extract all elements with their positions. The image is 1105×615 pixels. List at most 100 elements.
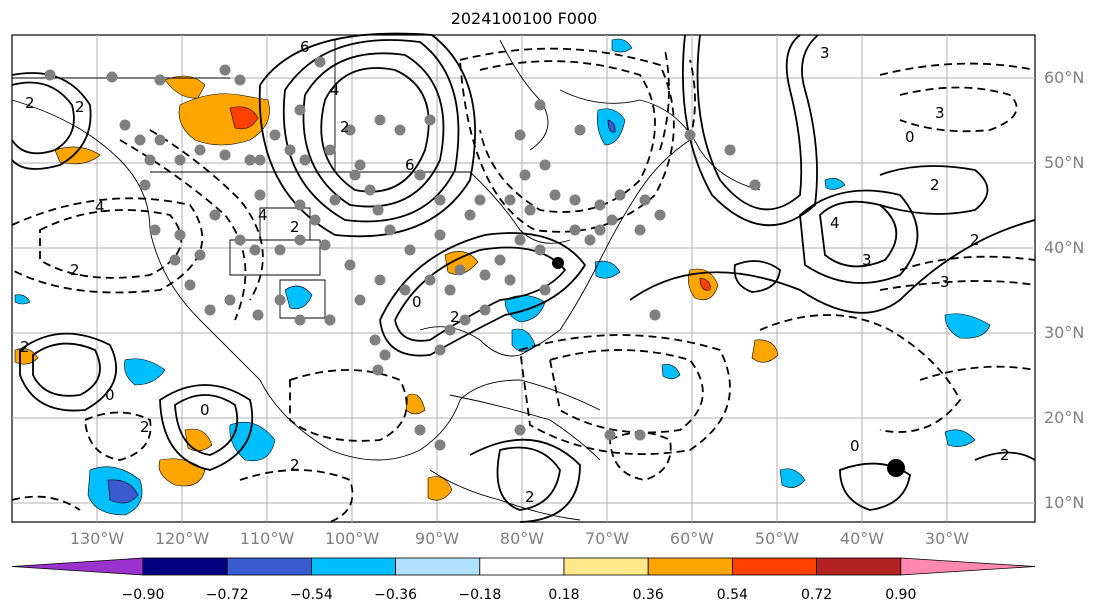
contour-label: 2 bbox=[140, 418, 150, 436]
station-dot bbox=[119, 119, 131, 131]
colorbar-tick: 0.18 bbox=[548, 587, 580, 603]
colorbar-tick: 0.36 bbox=[632, 587, 664, 603]
station-dot bbox=[369, 334, 381, 346]
station-dot bbox=[209, 209, 221, 221]
contour-label: 2 bbox=[290, 218, 300, 236]
station-dot bbox=[569, 224, 581, 236]
strong-negative-patch bbox=[607, 119, 616, 133]
station-dot bbox=[414, 424, 426, 436]
contour-label: 4 bbox=[830, 214, 840, 232]
station-dot bbox=[606, 214, 618, 226]
station-dot bbox=[574, 124, 586, 136]
station-dot bbox=[504, 274, 516, 286]
station-dot bbox=[444, 284, 456, 296]
station-dot bbox=[254, 189, 266, 201]
station-dot bbox=[444, 324, 456, 336]
station-dot bbox=[749, 179, 761, 191]
positive-patch bbox=[444, 250, 479, 275]
station-dot bbox=[169, 254, 181, 266]
station-dot bbox=[219, 149, 231, 161]
negative-patch bbox=[14, 294, 31, 305]
contour-label: 0 bbox=[200, 401, 210, 419]
negative-patch bbox=[779, 468, 806, 488]
colorbar-segment bbox=[647, 557, 733, 576]
station-dot bbox=[314, 56, 326, 68]
station-dot bbox=[494, 254, 506, 266]
station-dot bbox=[324, 144, 336, 156]
station-dot bbox=[434, 194, 446, 206]
positive-patch bbox=[405, 393, 426, 415]
colorbar-tick: 0.54 bbox=[716, 587, 748, 603]
negative-patch bbox=[944, 313, 991, 339]
station-dot bbox=[234, 234, 246, 246]
station-dot bbox=[269, 129, 281, 141]
station-dot bbox=[639, 194, 651, 206]
dashed-contours bbox=[11, 47, 1036, 523]
colorbar-segment bbox=[226, 557, 312, 576]
colorbar-extend-low bbox=[11, 557, 144, 576]
negative-patch bbox=[284, 285, 313, 309]
longitude-label: 70°W bbox=[584, 529, 630, 548]
contour-label: 2 bbox=[970, 231, 980, 249]
station-dot bbox=[384, 224, 396, 236]
station-dot bbox=[309, 214, 321, 226]
latitude-label: 60°N bbox=[1044, 68, 1085, 87]
station-dot bbox=[394, 124, 406, 136]
colorbar-segment bbox=[563, 557, 649, 576]
negative-patch bbox=[661, 364, 681, 380]
contour-label: 2 bbox=[525, 488, 535, 506]
station-dot bbox=[106, 71, 118, 83]
station-dot bbox=[514, 234, 526, 246]
station-dot bbox=[329, 194, 341, 206]
colorbar-segment bbox=[732, 557, 818, 576]
station-dot bbox=[249, 244, 261, 256]
contour-label: 0 bbox=[905, 128, 915, 146]
station-dot bbox=[569, 194, 581, 206]
station-dot bbox=[274, 294, 286, 306]
station-dot bbox=[539, 284, 551, 296]
station-dot bbox=[434, 439, 446, 451]
station-dot bbox=[319, 239, 331, 251]
station-dot bbox=[594, 199, 606, 211]
colorbar bbox=[11, 557, 1036, 576]
contour-label: 0 bbox=[850, 437, 860, 455]
station-dot bbox=[234, 74, 246, 86]
positive-patch bbox=[54, 146, 101, 165]
station-dot bbox=[604, 429, 616, 441]
station-dot bbox=[474, 194, 486, 206]
contour-label: 2 bbox=[1000, 446, 1010, 464]
station-dot bbox=[254, 154, 266, 166]
longitude-label: 40°W bbox=[839, 529, 885, 548]
negative-patch bbox=[824, 178, 846, 190]
contour-label: 6 bbox=[405, 156, 415, 174]
station-dot bbox=[434, 229, 446, 241]
longitude-label: 80°W bbox=[499, 529, 545, 548]
colorbar-tick: −0.90 bbox=[121, 587, 165, 603]
station-dot bbox=[174, 154, 186, 166]
station-dot bbox=[379, 349, 391, 361]
colorbar-tick: −0.18 bbox=[458, 587, 502, 603]
station-dot bbox=[594, 224, 606, 236]
positive-patch bbox=[164, 75, 206, 99]
positive-patch bbox=[427, 476, 453, 501]
station-dot bbox=[354, 159, 366, 171]
storm-marker bbox=[552, 257, 564, 269]
latitude-label: 20°N bbox=[1044, 408, 1085, 427]
positive-patch bbox=[184, 428, 213, 452]
contour-label: 4 bbox=[330, 81, 340, 99]
anomaly-shading bbox=[14, 38, 991, 516]
station-dot bbox=[194, 249, 206, 261]
station-dot bbox=[224, 294, 236, 306]
station-dot bbox=[364, 184, 376, 196]
station-dot bbox=[534, 99, 546, 111]
contour-label: 2 bbox=[290, 456, 300, 474]
positive-patch bbox=[178, 93, 270, 146]
latitude-label: 40°N bbox=[1044, 238, 1085, 257]
station-dot bbox=[399, 284, 411, 296]
contour-label: 0 bbox=[412, 293, 422, 311]
station-dot bbox=[252, 309, 264, 321]
station-dot bbox=[294, 314, 306, 326]
strong-positive-patch bbox=[229, 106, 259, 130]
station-dot bbox=[654, 209, 666, 221]
